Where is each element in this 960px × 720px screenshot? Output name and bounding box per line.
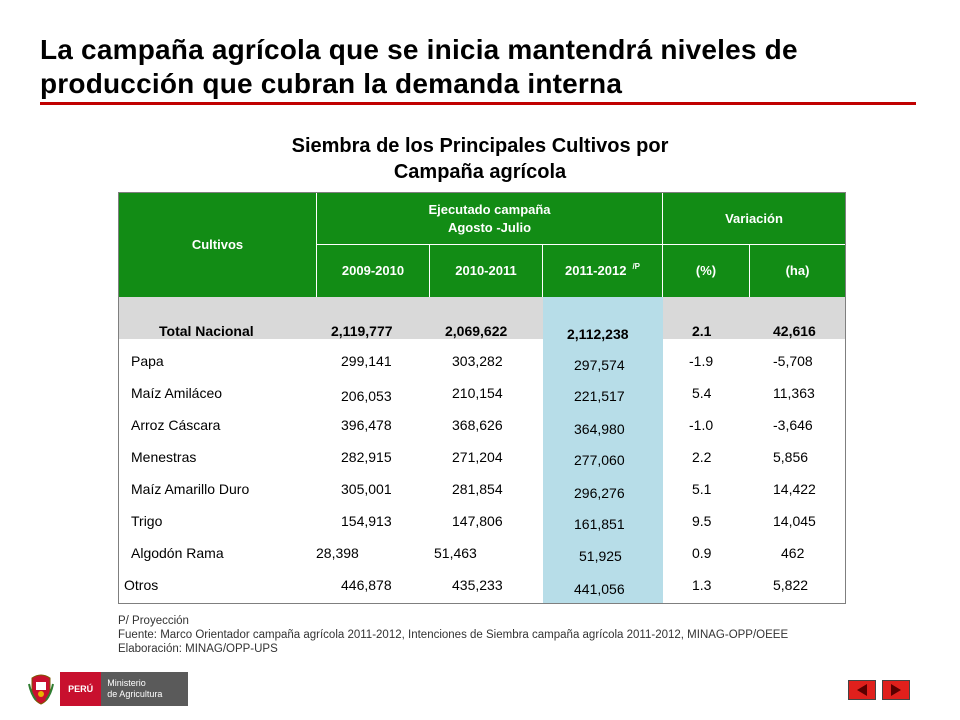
value-2009-2010: 28,398: [316, 545, 359, 561]
total-2009-2010: 2,119,777: [331, 323, 393, 339]
value-2011-2012: 441,056: [574, 581, 625, 597]
value-2010-2011: 368,626: [452, 417, 503, 433]
value-hectares: 5,856: [773, 449, 809, 465]
total-hectares: 42,616: [773, 323, 816, 339]
header-projection-mark: /P: [632, 262, 640, 271]
value-2009-2010: 396,478: [341, 417, 392, 433]
footnote-source: Fuente: Marco Orientador campaña agrícol…: [118, 629, 789, 641]
footnote-elaboration: Elaboración: MINAG/OPP-UPS: [118, 643, 278, 655]
value-2010-2011: 271,204: [452, 449, 503, 465]
value-2011-2012: 51,925: [579, 548, 622, 564]
value-hectares: -3,646: [773, 417, 813, 433]
total-row-background: [119, 297, 845, 339]
peru-label: PERÚ: [60, 672, 102, 706]
value-percent: -1.0: [689, 417, 714, 433]
ministry-label-line-1: Ministerio: [107, 678, 146, 688]
previous-slide-button[interactable]: [848, 680, 876, 700]
headline-underline: [40, 102, 916, 105]
value-2010-2011: 303,282: [452, 353, 503, 369]
value-percent: -1.9: [689, 353, 714, 369]
total-2010-2011: 2,069,622: [445, 323, 508, 339]
headline-line-2: producción que cubran la demanda interna: [40, 68, 623, 99]
ministry-label: Ministerio de Agricultura: [101, 672, 188, 706]
value-2009-2010: 305,001: [341, 481, 392, 497]
value-2009-2010: 154,913: [341, 513, 392, 529]
value-2011-2012: 296,276: [574, 485, 625, 501]
value-2010-2011: 147,806: [452, 513, 503, 529]
header-2011-2012-label: 2011-2012: [564, 263, 627, 278]
crop-name: Trigo: [131, 513, 163, 529]
header-cultivos: Cultivos: [119, 193, 317, 297]
value-percent: 5.4: [692, 385, 712, 401]
table-footnotes: P/ Proyección Fuente: Marco Orientador c…: [118, 614, 788, 656]
value-2010-2011: 51,463: [434, 545, 477, 561]
coat-of-arms-icon: [28, 672, 54, 706]
value-percent: 5.1: [692, 481, 712, 497]
value-hectares: 5,822: [773, 577, 809, 593]
arrow-right-icon: [891, 684, 901, 696]
value-2009-2010: 446,878: [341, 577, 392, 593]
value-2010-2011: 281,854: [452, 481, 503, 497]
value-percent: 9.5: [692, 513, 712, 529]
total-name: Total Nacional: [159, 323, 254, 339]
table-title-line-1: Siembra de los Principales Cultivos por: [291, 135, 669, 157]
crop-name: Maíz Amarillo Duro: [131, 481, 250, 497]
table-title-line-2: Campaña agrícola: [393, 161, 567, 183]
header-2011-2012: 2011-2012/P: [543, 244, 663, 297]
value-2009-2010: 206,053: [341, 388, 392, 404]
crop-name: Papa: [131, 353, 164, 369]
next-slide-button[interactable]: [882, 680, 910, 700]
crop-name: Algodón Rama: [131, 545, 224, 561]
value-hectares: 11,363: [773, 385, 815, 401]
total-2011-2012: 2,112,238: [567, 326, 629, 342]
crops-table: Cultivos Ejecutado campaña Agosto -Julio…: [118, 192, 846, 604]
value-2009-2010: 282,915: [341, 449, 392, 465]
slide-headline: La campaña agrícola que se inicia manten…: [40, 33, 920, 101]
footnote-projection: P/ Proyección: [118, 615, 189, 627]
ministry-logo: PERÚ Ministerio de Agricultura: [28, 672, 188, 706]
header-ejecutado-line-1: Ejecutado campaña: [428, 201, 551, 217]
arrow-left-icon: [857, 684, 867, 696]
total-percent: 2.1: [692, 323, 712, 339]
value-2009-2010: 299,141: [341, 353, 392, 369]
header-variacion-group: Variación: [663, 193, 845, 244]
headline-line-1: La campaña agrícola que se inicia manten…: [40, 34, 798, 65]
table-title: Siembra de los Principales Cultivos por …: [118, 133, 842, 185]
value-2010-2011: 435,233: [452, 577, 503, 593]
value-percent: 2.2: [692, 449, 712, 465]
value-hectares: -5,708: [773, 353, 813, 369]
value-hectares: 14,422: [773, 481, 816, 497]
value-2011-2012: 161,851: [574, 516, 625, 532]
crop-name: Arroz Cáscara: [131, 417, 221, 433]
value-2010-2011: 210,154: [452, 385, 503, 401]
header-2009-2010: 2009-2010: [317, 244, 430, 297]
header-hectares: (ha): [750, 244, 845, 297]
ministry-label-line-2: de Agricultura: [107, 689, 163, 699]
value-2011-2012: 221,517: [574, 388, 625, 404]
crop-name: Otros: [124, 577, 159, 593]
value-hectares: 462: [781, 545, 805, 561]
value-percent: 1.3: [692, 577, 712, 593]
header-2010-2011: 2010-2011: [430, 244, 543, 297]
value-2011-2012: 277,060: [574, 452, 625, 468]
value-percent: 0.9: [692, 545, 712, 561]
value-2011-2012: 297,574: [574, 357, 625, 373]
header-ejecutado-group: Ejecutado campaña Agosto -Julio: [317, 193, 663, 244]
value-hectares: 14,045: [773, 513, 816, 529]
crop-name: Menestras: [131, 449, 197, 465]
projection-column-highlight: [543, 297, 663, 603]
header-percent: (%): [663, 244, 750, 297]
crop-name: Maíz Amiláceo: [131, 385, 223, 401]
header-ejecutado-line-2: Agosto -Julio: [447, 219, 532, 235]
value-2011-2012: 364,980: [574, 421, 625, 437]
